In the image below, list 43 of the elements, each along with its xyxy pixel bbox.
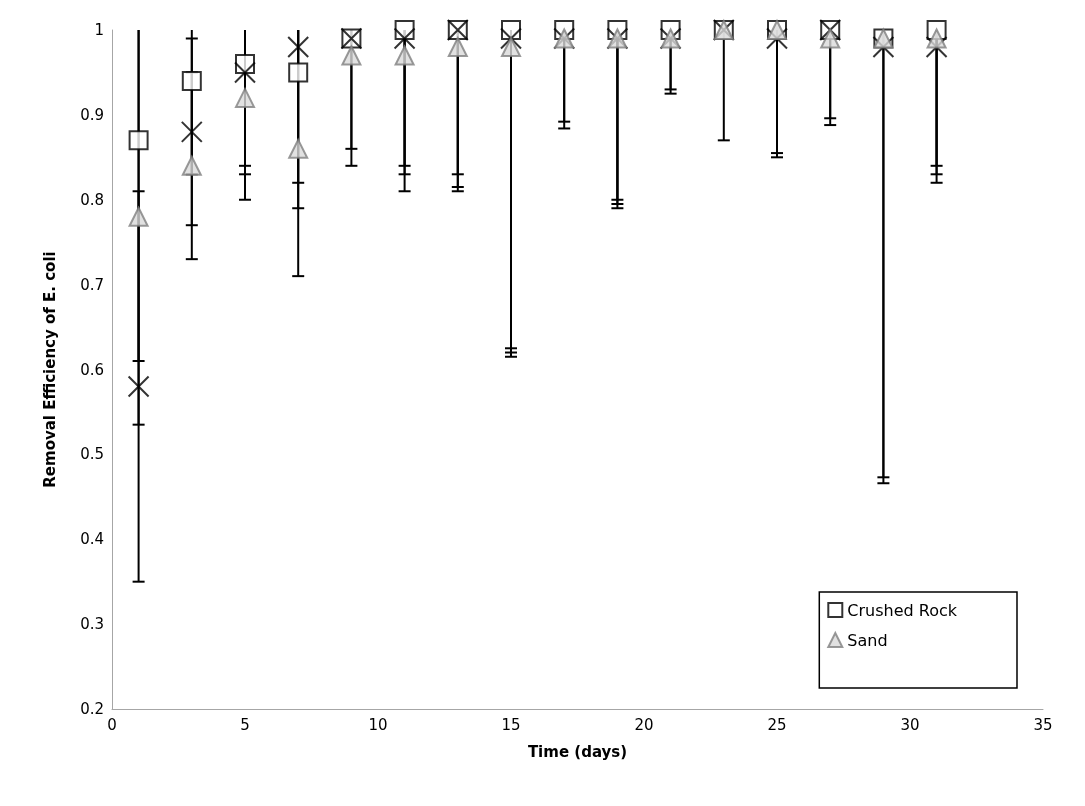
x-tick-label: 25 [767,715,787,734]
point [820,28,841,49]
x-tick-label: 10 [368,715,388,734]
y-axis-title: Removal Efficiency of E. coli [40,251,59,488]
point [234,61,256,84]
x-tick-label: 5 [240,715,250,734]
point [128,130,149,151]
point [394,45,415,66]
point [180,120,203,143]
point [287,35,310,58]
y-tick-label: 0.7 [80,275,104,294]
point [447,36,468,57]
x-axis-title: Time (days) [527,742,628,761]
y-tick-label: 0.6 [80,360,104,379]
y-tick-label: 0.3 [80,615,104,634]
point [127,375,150,398]
y-tick-label: 0.9 [80,105,104,124]
point [926,28,947,49]
point [393,27,416,50]
point [288,138,309,159]
point [341,45,362,66]
point [766,27,788,50]
x-tick-label: 15 [501,715,521,734]
point [181,70,202,91]
y-tick-label: 0.5 [80,445,104,464]
x-tick-label: 0 [107,715,117,734]
point [235,87,255,108]
legend-label: Crushed Rock [847,600,958,620]
legend-label: Sand [847,630,888,650]
x-tick-label: 35 [1033,715,1053,734]
point [288,62,309,83]
x-tick-label: 30 [900,715,920,734]
point [500,27,522,50]
y-tick-label: 1 [94,21,104,39]
y-tick-label: 0.4 [80,530,104,549]
y-tick-label: 0.2 [80,700,104,718]
y-tick-label: 0.8 [80,190,104,209]
point [128,206,149,227]
point [925,35,948,58]
point [501,36,521,57]
point [872,35,895,58]
x-tick-label: 20 [634,715,654,734]
point [181,155,202,176]
